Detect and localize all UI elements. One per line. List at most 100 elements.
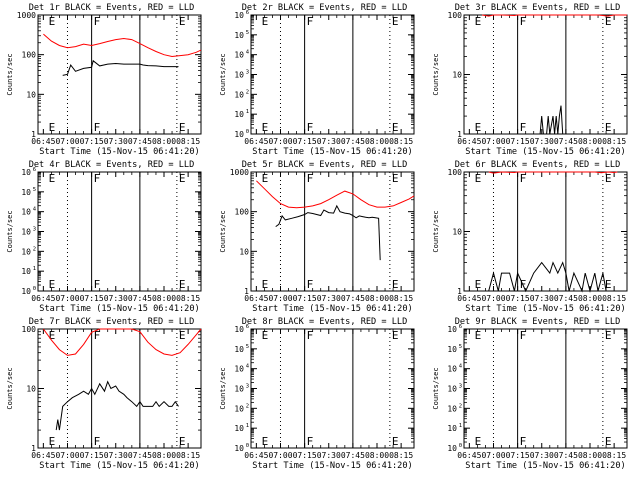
marker-E-top: E	[475, 329, 482, 342]
y-tick-label: 10	[21, 208, 31, 217]
x-tick-label: 06:45	[457, 451, 481, 460]
y-tick-label: 10	[234, 11, 244, 20]
marker-E-bottom: E	[475, 121, 482, 134]
marker-E-top: E	[475, 15, 482, 28]
x-tick-label: 08:15	[602, 294, 626, 303]
panel-title: Det 1r BLACK = Events, RED = LLD	[29, 3, 195, 13]
y-tick-label: 10	[447, 385, 457, 394]
x-tick-label: 07:45	[128, 451, 152, 460]
x-tick-label: 07:00	[268, 294, 292, 303]
marker-E-bottom: E	[392, 121, 399, 134]
axes-frame	[250, 171, 415, 292]
x-tick-label: 08:15	[389, 137, 413, 146]
x-axis-label: Start Time (15-Nov-15 06:41:20)	[39, 304, 199, 314]
x-tick-label: 07:15	[506, 294, 530, 303]
y-tick-exponent: 6	[459, 324, 462, 330]
y-tick-exponent: 3	[459, 384, 462, 390]
y-tick-exponent: 2	[33, 246, 36, 252]
x-tick-label: 06:45	[244, 294, 268, 303]
y-tick-exponent: 6	[246, 10, 249, 16]
y-tick-label: 10	[234, 71, 244, 80]
y-tick-label: 1	[31, 444, 36, 453]
y-tick-exponent: 2	[246, 89, 249, 95]
panel-det-7r: Det 7r BLACK = Events, RED = LLD 1 10 100 06…	[6, 317, 202, 471]
marker-E-top: E	[605, 329, 612, 342]
x-tick-label: 07:15	[506, 137, 530, 146]
y-tick-exponent: 0	[33, 286, 36, 292]
y-tick-label: 10	[234, 110, 244, 119]
y-tick-label: 100	[22, 325, 37, 334]
x-axis-label: Start Time (15-Nov-15 06:41:20)	[465, 461, 625, 471]
x-tick-label: 06:45	[31, 294, 55, 303]
x-tick-label: 07:00	[481, 294, 505, 303]
x-tick-label: 08:15	[389, 451, 413, 460]
axes-frame	[37, 171, 202, 292]
marker-E-bottom: E	[179, 435, 186, 448]
y-tick-exponent: 4	[246, 364, 250, 370]
y-tick-exponent: 0	[246, 129, 249, 135]
y-tick-label: 10	[447, 365, 457, 374]
marker-E-bottom: E	[392, 435, 399, 448]
marker-F-top: F	[307, 329, 314, 342]
y-tick-label: 10	[234, 404, 244, 413]
y-tick-label: 1	[457, 130, 462, 139]
y-tick-label: 10	[447, 444, 457, 453]
marker-E-top: E	[179, 15, 186, 28]
marker-E-bottom: E	[262, 121, 269, 134]
panel-det-5r: Det 5r BLACK = Events, RED = LLD 1 10 100 10…	[219, 160, 415, 314]
y-axis-label: Counts/sec	[432, 367, 440, 409]
y-tick-label: 100	[448, 11, 463, 20]
x-tick-label: 07:45	[554, 451, 578, 460]
y-tick-exponent: 3	[33, 227, 36, 233]
marker-F-top: F	[307, 172, 314, 185]
x-tick-label: 07:45	[554, 294, 578, 303]
marker-E-bottom: E	[49, 435, 56, 448]
marker-F-top: F	[94, 172, 101, 185]
y-tick-exponent: 5	[33, 187, 36, 193]
y-tick-exponent: 2	[459, 403, 462, 409]
y-tick-exponent: 0	[246, 443, 249, 449]
y-tick-label: 10	[234, 365, 244, 374]
marker-E-top: E	[605, 172, 612, 185]
marker-E-bottom: E	[605, 121, 612, 134]
panel-title: Det 5r BLACK = Events, RED = LLD	[242, 160, 408, 170]
y-tick-exponent: 4	[246, 50, 250, 56]
x-tick-label: 07:15	[506, 451, 530, 460]
y-axis-label: Counts/sec	[6, 53, 14, 95]
panel-title: Det 4r BLACK = Events, RED = LLD	[29, 160, 195, 170]
x-tick-label: 06:45	[457, 137, 481, 146]
series-events	[488, 261, 607, 293]
x-axis-label: Start Time (15-Nov-15 06:41:20)	[39, 147, 199, 157]
x-tick-label: 07:15	[80, 451, 104, 460]
marker-F-bottom: F	[94, 121, 101, 134]
marker-E-bottom: E	[392, 278, 399, 291]
y-tick-exponent: 1	[459, 423, 462, 429]
y-tick-label: 10	[26, 385, 36, 394]
panel-title: Det 2r BLACK = Events, RED = LLD	[242, 3, 408, 13]
marker-E-top: E	[49, 329, 56, 342]
marker-E-bottom: E	[179, 278, 186, 291]
x-tick-label: 06:45	[457, 294, 481, 303]
marker-F-bottom: F	[307, 435, 314, 448]
y-tick-label: 1000	[17, 11, 36, 20]
x-tick-label: 07:45	[341, 137, 365, 146]
marker-E-bottom: E	[475, 278, 482, 291]
x-axis-label: Start Time (15-Nov-15 06:41:20)	[465, 147, 625, 157]
x-tick-label: 08:15	[176, 137, 200, 146]
x-tick-label: 07:45	[554, 137, 578, 146]
x-tick-label: 08:00	[152, 137, 176, 146]
marker-E-top: E	[179, 329, 186, 342]
y-tick-label: 100	[235, 208, 250, 217]
marker-E-bottom: E	[262, 278, 269, 291]
series-lld	[42, 328, 202, 356]
panel-det-3r: Det 3r BLACK = Events, RED = LLD 1 10 100 06…	[432, 3, 628, 157]
series-events	[539, 105, 566, 135]
y-tick-exponent: 3	[246, 70, 249, 76]
x-tick-label: 08:15	[602, 451, 626, 460]
y-tick-exponent: 4	[459, 364, 463, 370]
x-tick-label: 07:45	[128, 294, 152, 303]
x-axis-label: Start Time (15-Nov-15 06:41:20)	[252, 461, 412, 471]
x-tick-label: 07:00	[481, 137, 505, 146]
